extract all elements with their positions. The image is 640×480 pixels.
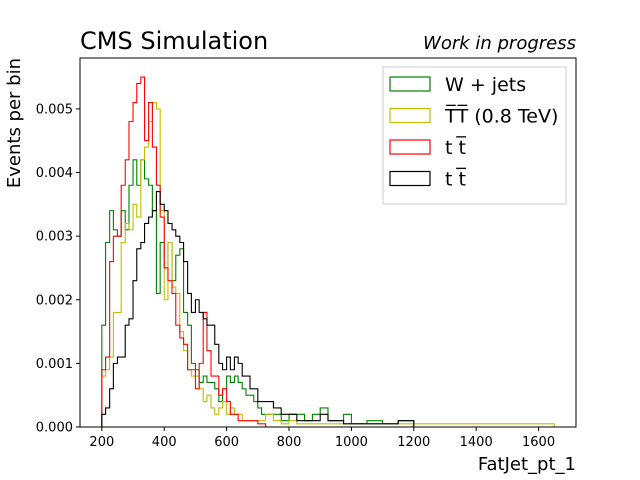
y-tick-label: 0.000 bbox=[36, 421, 73, 436]
x-tick-label: 1400 bbox=[460, 435, 493, 450]
legend-swatch bbox=[389, 170, 431, 187]
legend-swatch bbox=[389, 107, 431, 124]
y-tick-label: 0.002 bbox=[36, 293, 73, 308]
x-axis-label: FatJet_pt_1 bbox=[478, 454, 576, 475]
x-tick-label: 1000 bbox=[335, 435, 368, 450]
legend-label: W + jets bbox=[445, 74, 526, 96]
series-line-1 bbox=[101, 101, 555, 427]
plot-frame bbox=[79, 57, 577, 428]
y-tick-label: 0.005 bbox=[36, 102, 73, 117]
y-axis-label: Events per bin bbox=[4, 58, 25, 188]
x-tick-label: 200 bbox=[89, 435, 114, 450]
legend-label: t t̅ bbox=[445, 166, 467, 190]
series-layer bbox=[101, 76, 555, 427]
legend-label: T̅T̅ (0.8 TeV) bbox=[444, 103, 558, 127]
x-tick-label: 800 bbox=[277, 435, 302, 450]
x-tick-label: 1600 bbox=[522, 435, 555, 450]
y-axis-ticks: 0.000 0.001 0.002 0.003 0.004 0.005 bbox=[36, 102, 80, 436]
x-axis-ticks: 200 400 600 800 1000 1200 1400 1600 bbox=[89, 427, 555, 450]
x-tick-label: 600 bbox=[214, 435, 239, 450]
legend-swatch bbox=[389, 76, 431, 92]
series-line-0 bbox=[101, 159, 415, 427]
legend: W + jets T̅T̅ (0.8 TeV) t t̅ t t̅ bbox=[382, 66, 567, 205]
x-tick-label: 400 bbox=[152, 435, 177, 450]
legend-label: t t̅ bbox=[445, 135, 467, 159]
x-tick-label: 1200 bbox=[397, 435, 430, 450]
series-line-3 bbox=[101, 191, 415, 427]
chart-title: CMS Simulation bbox=[80, 27, 268, 55]
y-tick-label: 0.001 bbox=[36, 357, 73, 372]
chart-subtitle: Work in progress bbox=[423, 33, 576, 54]
series-line-2 bbox=[101, 76, 267, 427]
y-tick-label: 0.003 bbox=[36, 230, 73, 245]
legend-swatch bbox=[389, 139, 431, 155]
y-tick-label: 0.004 bbox=[36, 166, 73, 181]
